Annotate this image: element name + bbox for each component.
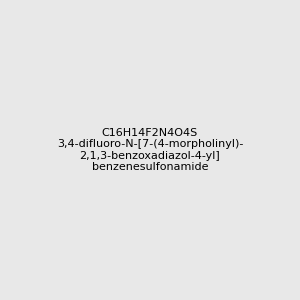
- Text: C16H14F2N4O4S
3,4-difluoro-N-[7-(4-morpholinyl)-
2,1,3-benzoxadiazol-4-yl]
benze: C16H14F2N4O4S 3,4-difluoro-N-[7-(4-morph…: [57, 128, 243, 172]
